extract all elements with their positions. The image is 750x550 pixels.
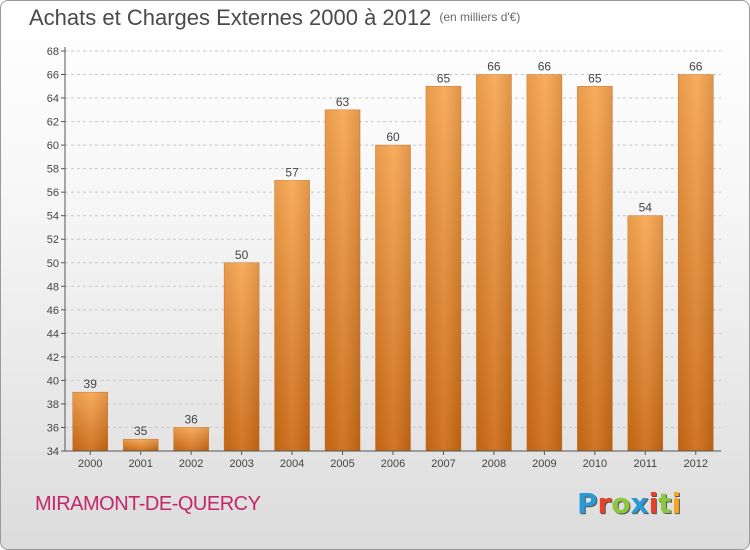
y-tick-label: 34 xyxy=(47,446,59,458)
bar-shade-2005 xyxy=(325,109,361,451)
y-tick-label: 64 xyxy=(47,93,59,105)
data-label-2008: 66 xyxy=(487,60,501,74)
logo-letter: x xyxy=(630,487,649,520)
data-label-2010: 65 xyxy=(588,71,602,85)
logo-letter: t xyxy=(658,487,672,520)
logo-letter: P xyxy=(577,487,598,520)
data-labels-group: 39 35 36 50 57 63 60 65 66 66 65 54 66 xyxy=(84,60,703,439)
data-label-2003: 50 xyxy=(235,248,249,262)
bar-shade-2001 xyxy=(123,439,159,451)
y-tick-label: 48 xyxy=(47,281,59,293)
city-name: MIRAMONT-DE-QUERCY xyxy=(35,493,261,515)
chart-title: Achats et Charges Externes 2000 à 2012 (e… xyxy=(29,5,520,31)
x-tick-label-2011: 2011 xyxy=(633,458,657,470)
logo-letter: i xyxy=(648,487,659,520)
bar-shade-2009 xyxy=(526,74,562,451)
logo-letter: r xyxy=(597,487,612,520)
chart-title-text: Achats et Charges Externes 2000 à 2012 xyxy=(29,5,432,30)
x-tick-label-2012: 2012 xyxy=(684,458,708,470)
x-tick-label-2007: 2007 xyxy=(431,458,455,470)
x-tick-label-2001: 2001 xyxy=(128,458,152,470)
logo-letter: i xyxy=(671,487,682,520)
x-tick-label-2000: 2000 xyxy=(78,458,102,470)
data-label-2011: 54 xyxy=(639,201,653,215)
x-tick-label-2010: 2010 xyxy=(583,458,607,470)
data-label-2002: 36 xyxy=(184,412,198,426)
x-tick-label-2008: 2008 xyxy=(482,458,506,470)
chart-subtitle: (en milliers d'€) xyxy=(439,10,521,24)
data-label-2009: 66 xyxy=(538,60,552,74)
x-tick-label-2009: 2009 xyxy=(532,458,556,470)
bars-group xyxy=(72,74,714,452)
bar-shade-2002 xyxy=(173,427,209,451)
y-tick-label: 62 xyxy=(47,117,59,129)
y-tick-label: 46 xyxy=(47,305,59,317)
data-label-2004: 57 xyxy=(285,165,299,179)
bar-shade-2006 xyxy=(375,145,411,451)
bar-shade-2008 xyxy=(476,74,512,451)
y-tick-label: 68 xyxy=(47,46,59,58)
y-tick-label: 60 xyxy=(47,140,59,152)
bar-shade-2004 xyxy=(274,180,310,452)
data-label-2006: 60 xyxy=(386,130,400,144)
data-label-2001: 35 xyxy=(134,424,148,438)
proxiti-logo: Proxiti xyxy=(577,487,681,520)
bar-shade-2007 xyxy=(425,86,461,451)
bar-shade-2012 xyxy=(678,74,714,451)
y-tick-label: 52 xyxy=(47,234,59,246)
bar-shade-2003 xyxy=(224,262,260,451)
data-label-2012: 66 xyxy=(689,60,703,74)
x-axis-ticks: 2000 2001 2002 2003 2004 2005 2006 2007 2008 2009… xyxy=(78,451,708,470)
data-label-2005: 63 xyxy=(336,95,350,109)
logo-letter: o xyxy=(611,487,631,520)
x-tick-label-2004: 2004 xyxy=(280,458,304,470)
y-tick-label: 58 xyxy=(47,164,59,176)
bar-shade-2011 xyxy=(627,215,663,451)
x-tick-label-2002: 2002 xyxy=(179,458,203,470)
data-label-2000: 39 xyxy=(84,377,98,391)
y-tick-label: 42 xyxy=(47,352,59,364)
y-tick-label: 40 xyxy=(47,375,59,387)
bar-shade-2000 xyxy=(72,392,108,451)
y-tick-label: 66 xyxy=(47,70,59,82)
y-axis-ticks: 34 36 38 40 42 44 46 48 50 52 54 56 58 60 62 64 66 68 xyxy=(47,46,65,458)
bar-shade-2010 xyxy=(577,86,613,451)
y-tick-label: 36 xyxy=(47,422,59,434)
y-tick-label: 56 xyxy=(47,187,59,199)
y-tick-label: 44 xyxy=(47,328,59,340)
x-tick-label-2006: 2006 xyxy=(381,458,405,470)
x-tick-label-2003: 2003 xyxy=(229,458,253,470)
x-tick-label-2005: 2005 xyxy=(330,458,354,470)
data-label-2007: 65 xyxy=(437,71,451,85)
y-tick-label: 50 xyxy=(47,258,59,270)
y-tick-label: 38 xyxy=(47,399,59,411)
y-tick-label: 54 xyxy=(47,211,59,223)
